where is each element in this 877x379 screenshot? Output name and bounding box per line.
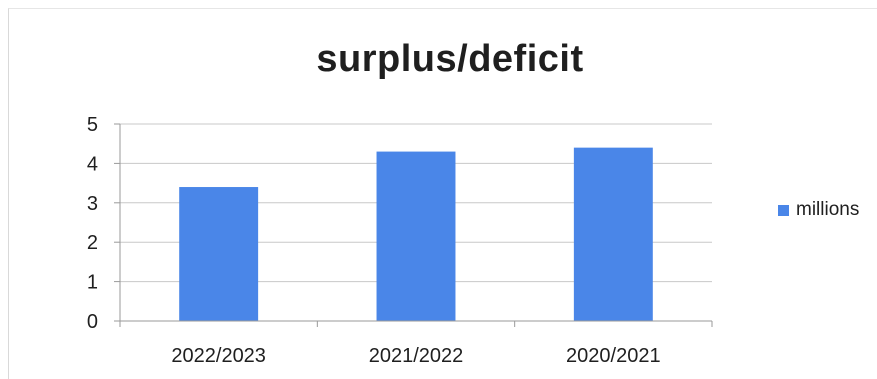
bar-2020-2021 (573, 147, 653, 321)
legend: millions (778, 199, 859, 221)
legend-label-millions: millions (796, 199, 860, 220)
bars (179, 147, 653, 321)
x-tick-label-2020-2021: 2020/2021 (566, 345, 661, 367)
bar-2022-2023 (179, 187, 259, 321)
axes (114, 123, 713, 327)
y-tick-label-1: 1 (87, 272, 98, 294)
y-tick-label-0: 0 (87, 311, 98, 333)
y-tick-label-5: 5 (87, 114, 98, 136)
legend-swatch-millions (778, 204, 789, 216)
x-tick-label-2022-2023: 2022/2023 (171, 345, 266, 367)
bar-2021-2022 (376, 151, 456, 321)
chart-title: surplus/deficit (316, 38, 584, 80)
y-tick-label-2: 2 (87, 232, 98, 254)
y-tick-label-3: 3 (87, 193, 98, 215)
tick-labels: 0 1 2 3 4 5 2022/2023 2021/2022 2020/2021 (87, 114, 661, 367)
x-tick-label-2021-2022: 2021/2022 (369, 345, 464, 367)
y-tick-label-4: 4 (87, 153, 98, 175)
